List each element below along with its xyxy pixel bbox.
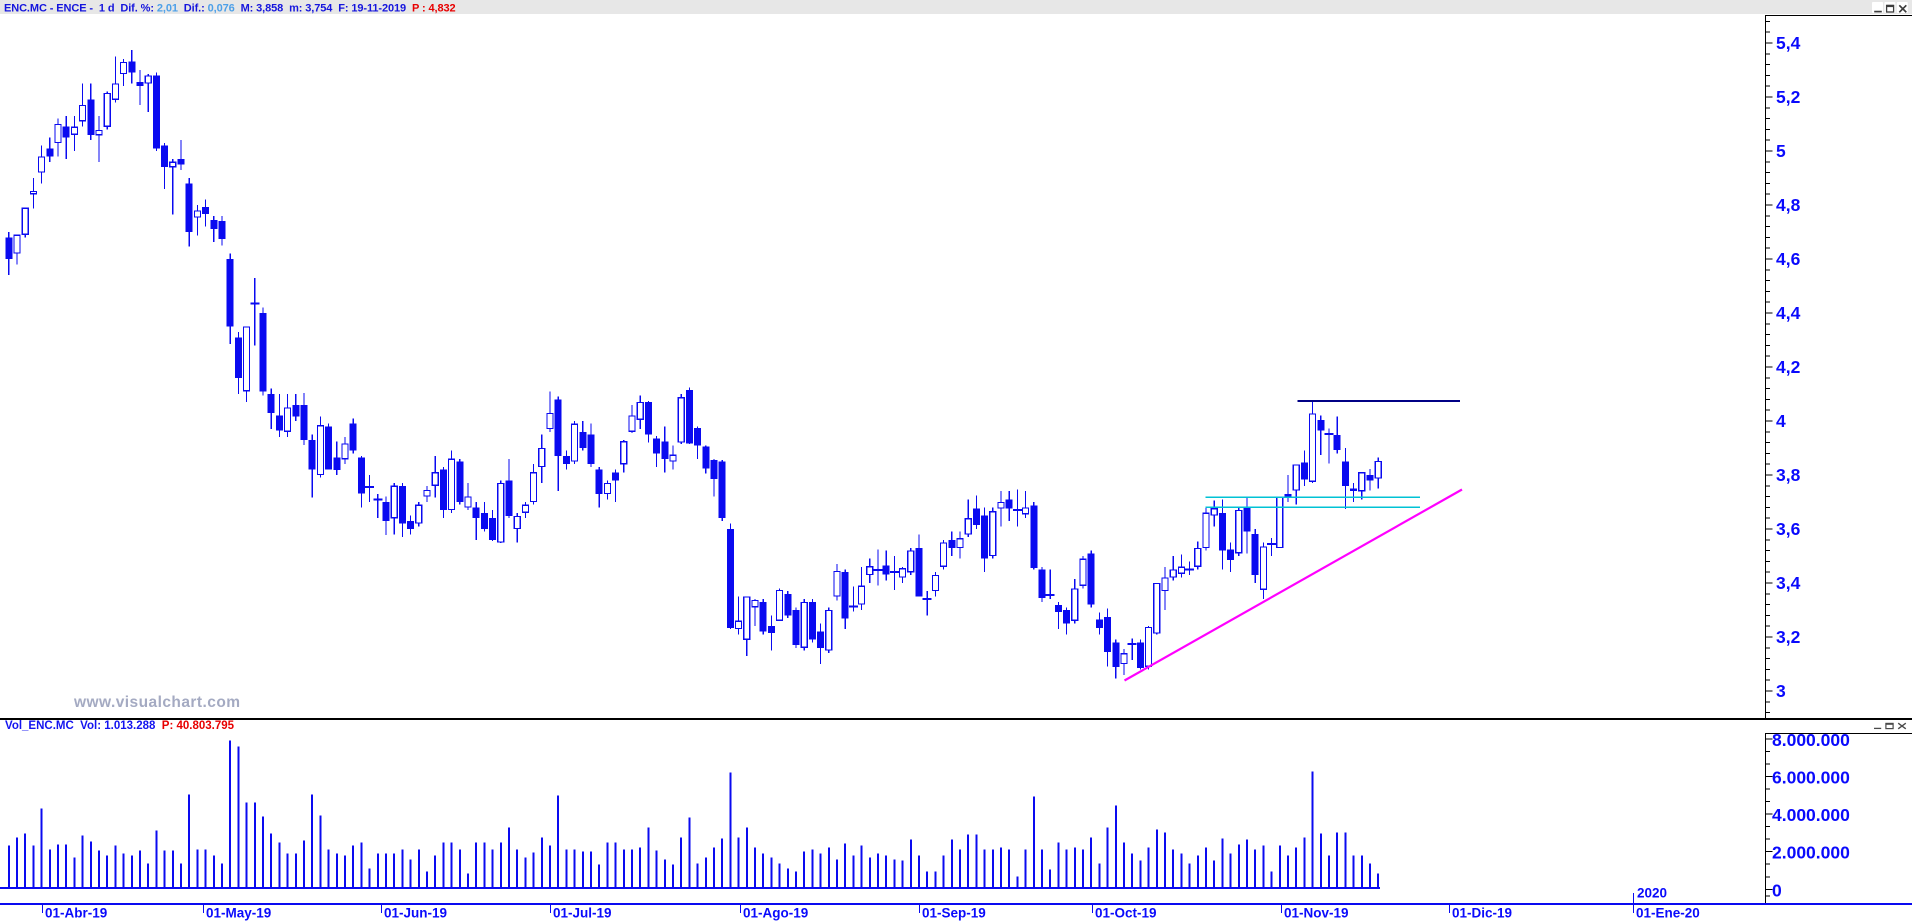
- svg-text:4: 4: [1776, 411, 1786, 431]
- svg-text:01-Dic-19: 01-Dic-19: [1452, 906, 1512, 921]
- svg-text:01-Ene-20: 01-Ene-20: [1636, 906, 1700, 921]
- svg-text:4.000.000: 4.000.000: [1772, 805, 1850, 825]
- svg-text:5,4: 5,4: [1776, 33, 1801, 53]
- svg-text:01-Ago-19: 01-Ago-19: [743, 906, 808, 921]
- svg-text:01-Oct-19: 01-Oct-19: [1095, 906, 1157, 921]
- svg-text:Vol_ENC.MC Vol: 1.013.288 P:: Vol_ENC.MC Vol: 1.013.288 P: 40.803.795: [5, 720, 235, 732]
- svg-text:3,2: 3,2: [1776, 627, 1801, 647]
- svg-text:4,4: 4,4: [1776, 303, 1801, 323]
- svg-text:3,6: 3,6: [1776, 519, 1801, 539]
- svg-text:4,6: 4,6: [1776, 249, 1801, 269]
- svg-text:6.000.000: 6.000.000: [1772, 768, 1850, 788]
- svg-text:4,8: 4,8: [1776, 195, 1801, 215]
- svg-text:5: 5: [1776, 141, 1786, 161]
- svg-text:3: 3: [1776, 681, 1786, 701]
- svg-text:01-Jul-19: 01-Jul-19: [553, 906, 612, 921]
- svg-text:01-Abr-19: 01-Abr-19: [45, 906, 107, 921]
- svg-text:www.visualchart.com: www.visualchart.com: [73, 694, 240, 711]
- svg-text:3,4: 3,4: [1776, 573, 1801, 593]
- svg-text:0: 0: [1772, 880, 1782, 900]
- svg-text:01-Sep-19: 01-Sep-19: [922, 906, 986, 921]
- svg-text:2.000.000: 2.000.000: [1772, 843, 1850, 863]
- svg-text:3,8: 3,8: [1776, 465, 1801, 485]
- svg-text:01-Nov-19: 01-Nov-19: [1284, 906, 1349, 921]
- svg-text:8.000.000: 8.000.000: [1772, 730, 1850, 750]
- svg-text:01-May-19: 01-May-19: [206, 906, 271, 921]
- svg-text:01-Jun-19: 01-Jun-19: [384, 906, 447, 921]
- svg-text:ENC.MC - ENCE - 1 d Dif. %:: ENC.MC - ENCE - 1 d Dif. %: 2,01 Dif.: 0…: [4, 3, 456, 15]
- svg-text:4,2: 4,2: [1776, 357, 1801, 377]
- svg-text:5,2: 5,2: [1776, 87, 1801, 107]
- svg-text:2020: 2020: [1637, 886, 1667, 901]
